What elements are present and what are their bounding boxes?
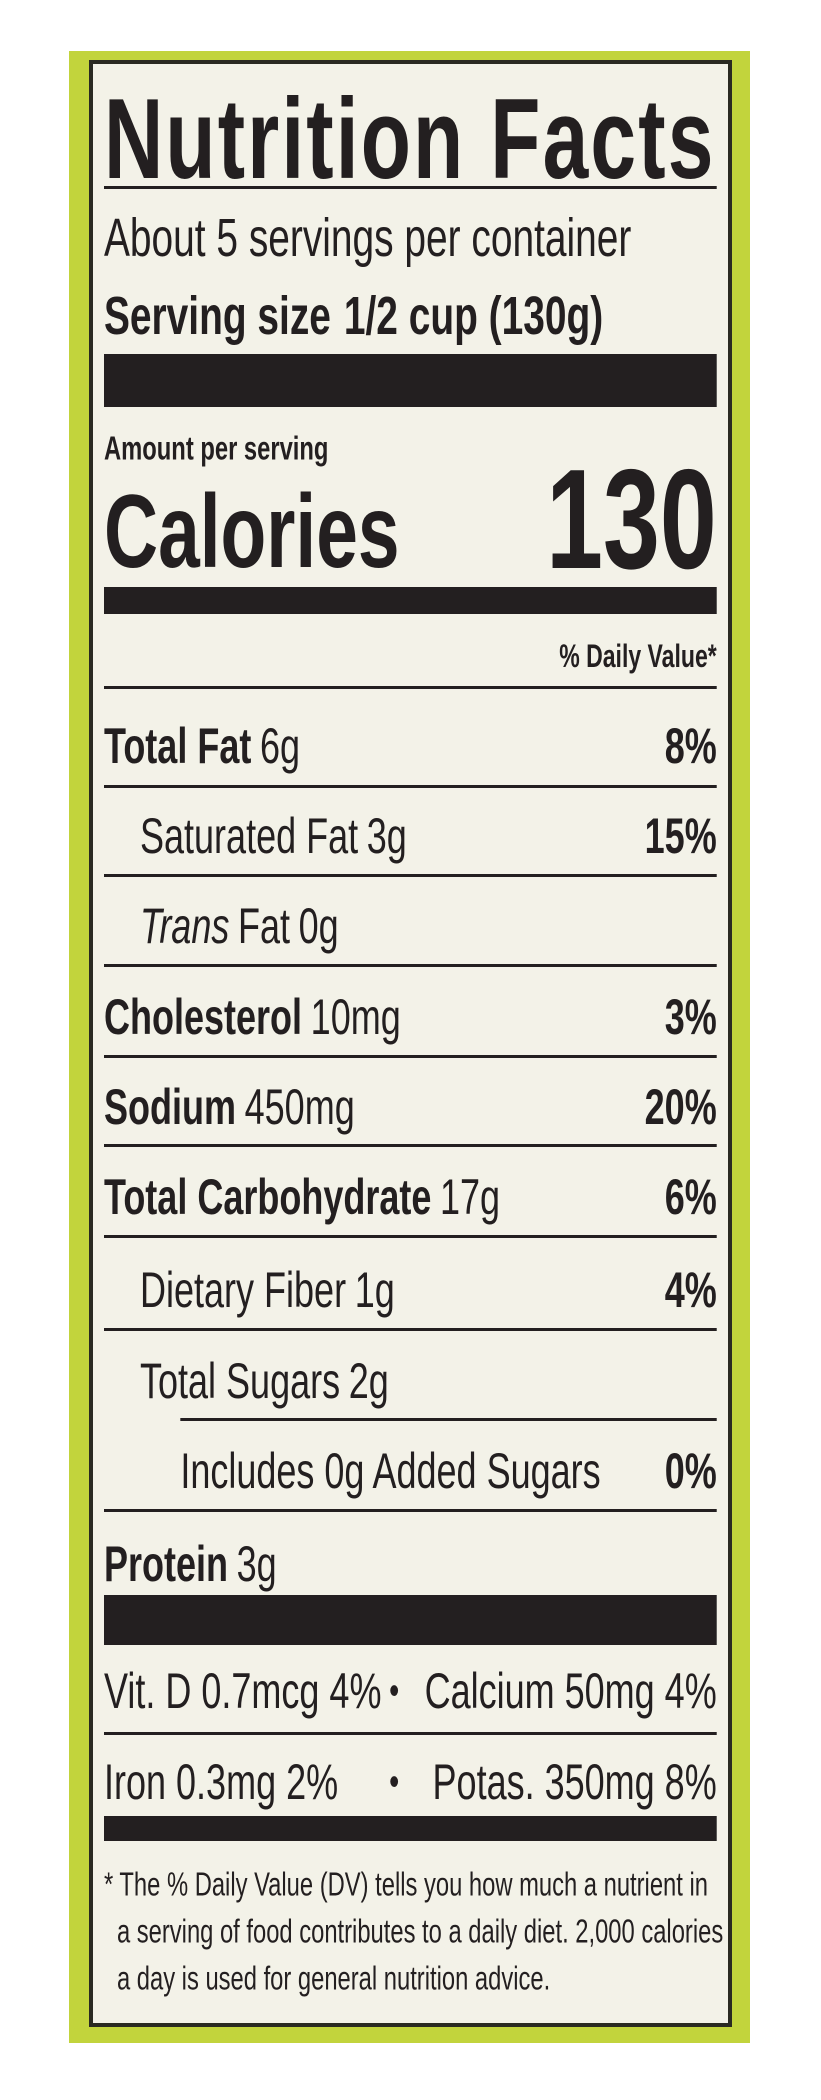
nutrient-amount: 10mg bbox=[310, 989, 401, 1045]
divider bbox=[104, 1732, 717, 1735]
nutrient-daily-value: 3% bbox=[664, 989, 717, 1045]
serving-size: 1/2 cup (130g) bbox=[343, 286, 604, 346]
divider bbox=[104, 1509, 717, 1512]
daily-value-header: % Daily Value* bbox=[559, 638, 717, 674]
vitamin-right: Potas. 350mg 8% bbox=[432, 1754, 717, 1810]
nutrient-daily-value: 6% bbox=[664, 1169, 717, 1225]
nutrient-name: Total Sugars bbox=[140, 1353, 341, 1409]
nutrient-daily-value: 15% bbox=[644, 808, 717, 864]
nutrient-amount: 1g bbox=[354, 1262, 395, 1318]
vitamin-separator: • bbox=[389, 1669, 400, 1713]
divider bbox=[104, 874, 717, 877]
nutrient-name-italic: Trans bbox=[140, 898, 230, 954]
vitamin-separator: • bbox=[389, 1760, 400, 1804]
serving-size-label: Serving size 1/2 cup (130g) bbox=[104, 286, 604, 346]
divider bbox=[104, 1816, 717, 1841]
nutrient-row: Sodium 450mg bbox=[104, 1082, 355, 1132]
nutrient-name: Total Carbohydrate bbox=[104, 1169, 432, 1225]
nutrient-row: Total Sugars 2g bbox=[140, 1356, 389, 1406]
divider bbox=[104, 587, 717, 614]
divider bbox=[104, 1055, 717, 1058]
footnote-line: a serving of food contributes to a daily… bbox=[116, 1912, 724, 1950]
nutrient-name: Includes 0g Added Sugars bbox=[180, 1443, 601, 1499]
nutrient-amount: 6g bbox=[259, 718, 301, 774]
nutrient-name: Cholesterol bbox=[104, 989, 303, 1045]
divider bbox=[104, 964, 717, 967]
divider bbox=[104, 1328, 717, 1331]
vitamin-left: Vit. D 0.7mcg 4% bbox=[104, 1663, 382, 1719]
nutrient-amount: 3g bbox=[366, 808, 407, 864]
servings-per-container: About 5 servings per container bbox=[104, 208, 632, 268]
nutrient-row: Total Carbohydrate 17g bbox=[104, 1172, 500, 1222]
divider bbox=[104, 1595, 717, 1645]
divider bbox=[104, 1144, 717, 1147]
nutrient-amount: 0g bbox=[298, 898, 339, 954]
nutrient-amount: 450mg bbox=[244, 1079, 355, 1135]
nutrient-name: Sodium bbox=[104, 1079, 236, 1135]
divider bbox=[104, 186, 717, 189]
label-content: Nutrition Facts About 5 servings per cont… bbox=[104, 0, 723, 2100]
nutrient-name: Total Fat bbox=[104, 718, 252, 774]
amount-per-serving: Amount per serving bbox=[104, 429, 329, 467]
nutrient-amount: 3g bbox=[236, 1536, 277, 1592]
nutrient-row: Saturated Fat 3g bbox=[140, 811, 407, 861]
nutrient-row: Dietary Fiber 1g bbox=[140, 1265, 395, 1315]
nutrient-row: Protein 3g bbox=[104, 1539, 277, 1589]
nutrient-daily-value: 4% bbox=[664, 1262, 717, 1318]
nutrient-amount: 17g bbox=[440, 1169, 501, 1225]
nutrient-row: Total Fat 6g bbox=[104, 721, 300, 771]
nutrient-amount: 2g bbox=[348, 1353, 389, 1409]
divider bbox=[104, 1235, 717, 1238]
nutrient-daily-value: 20% bbox=[644, 1079, 717, 1135]
divider bbox=[104, 686, 717, 689]
vitamin-right: Calcium 50mg 4% bbox=[424, 1663, 717, 1719]
nutrient-name: Dietary Fiber bbox=[140, 1262, 347, 1318]
nutrient-name: Saturated Fat bbox=[140, 808, 359, 864]
title: Nutrition Facts bbox=[104, 76, 716, 203]
footnote-line: a day is used for general nutrition advi… bbox=[116, 1959, 551, 1997]
divider bbox=[104, 354, 717, 407]
nutrient-daily-value: 8% bbox=[664, 718, 717, 774]
vitamin-left: Iron 0.3mg 2% bbox=[104, 1754, 339, 1810]
divider bbox=[104, 785, 717, 788]
nutrient-row: Includes 0g Added Sugars bbox=[180, 1446, 600, 1496]
nutrient-row: Cholesterol 10mg bbox=[104, 992, 401, 1042]
calories-value: 130 bbox=[546, 440, 717, 599]
calories-label: Calories bbox=[104, 474, 400, 590]
divider bbox=[180, 1418, 717, 1421]
nutrient-name: Protein bbox=[104, 1536, 229, 1592]
nutrient-row: Trans Fat 0g bbox=[140, 901, 339, 951]
footnote-line: * The % Daily Value (DV) tells you how m… bbox=[104, 1865, 708, 1903]
nutrient-daily-value: 0% bbox=[664, 1443, 717, 1499]
nutrient-name: Fat bbox=[237, 898, 291, 954]
